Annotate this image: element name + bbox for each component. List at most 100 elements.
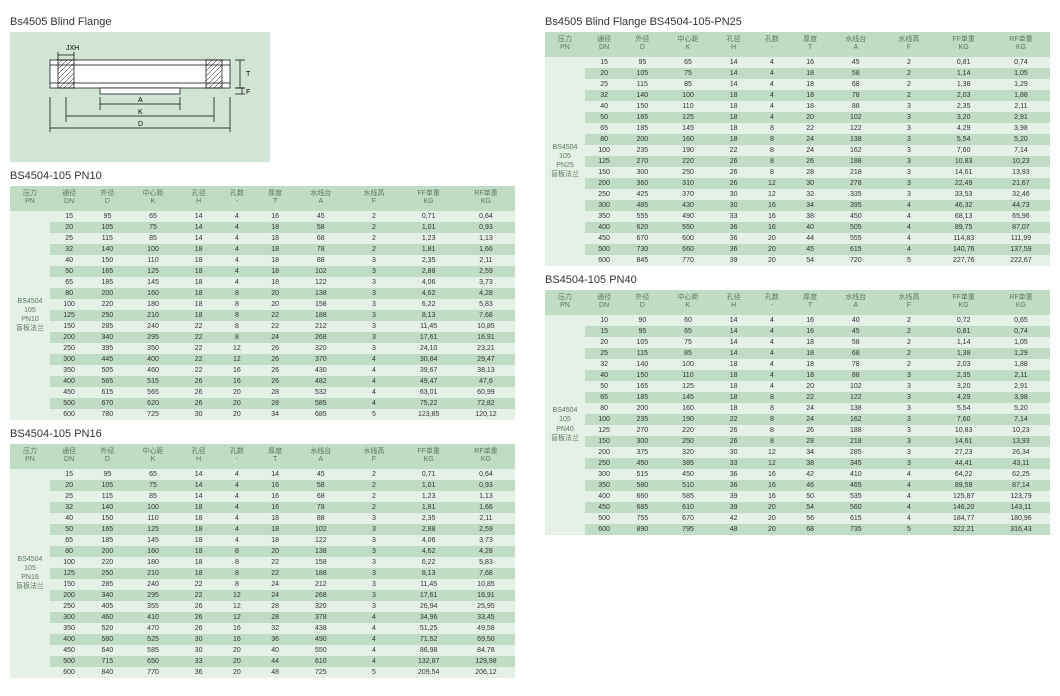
col-header: 中心距K bbox=[126, 186, 179, 211]
cell: 46,32 bbox=[935, 200, 991, 211]
col-header: FF单重KG bbox=[400, 444, 456, 469]
cell: 385 bbox=[661, 458, 714, 469]
table-row: 5007306603620456154140,76137,59 bbox=[545, 244, 1050, 255]
pn-label: BS4504105PN10盲板法兰 bbox=[10, 211, 50, 420]
cell: 23,21 bbox=[457, 343, 515, 354]
cell: 12 bbox=[753, 447, 791, 458]
table-row: 250395350221226320324,1023,21 bbox=[10, 343, 515, 354]
col-header: 通径DN bbox=[585, 32, 623, 57]
cell: 3 bbox=[882, 156, 935, 167]
cell: 14 bbox=[180, 480, 218, 491]
cell: 5,20 bbox=[992, 403, 1050, 414]
cell: 123,85 bbox=[400, 409, 456, 420]
table-row: 300445400221226370430,8429,47 bbox=[10, 354, 515, 365]
cell: 1,23 bbox=[400, 491, 456, 502]
cell: 145 bbox=[126, 535, 179, 546]
cell: 345 bbox=[829, 458, 882, 469]
cell: 405 bbox=[88, 601, 126, 612]
cell: 7,14 bbox=[992, 414, 1050, 425]
cell: 320 bbox=[661, 447, 714, 458]
table-row: 651851451841812234,063,73 bbox=[10, 277, 515, 288]
cell: 4 bbox=[753, 57, 791, 68]
cell: 600 bbox=[50, 409, 88, 420]
cell: 350 bbox=[50, 365, 88, 376]
cell: 28 bbox=[256, 612, 294, 623]
cell: 730 bbox=[623, 244, 661, 255]
cell: 18 bbox=[715, 381, 753, 392]
cell: 2,11 bbox=[992, 101, 1050, 112]
cell: 25 bbox=[50, 491, 88, 502]
cell: 44 bbox=[256, 656, 294, 667]
cell: 610 bbox=[294, 656, 347, 667]
col-header: 水线台A bbox=[829, 290, 882, 315]
cell: 45 bbox=[829, 326, 882, 337]
col-header: RF单重KG bbox=[457, 186, 515, 211]
cell: 370 bbox=[294, 354, 347, 365]
cell: 150 bbox=[623, 101, 661, 112]
col-header: RF单重KG bbox=[992, 32, 1050, 57]
table-row: 200375320301234285327,2326,34 bbox=[545, 447, 1050, 458]
cell: 209,54 bbox=[400, 667, 456, 678]
cell: 200 bbox=[50, 590, 88, 601]
cell: 300 bbox=[623, 167, 661, 178]
cell: 4 bbox=[753, 370, 791, 381]
cell: 270 bbox=[623, 425, 661, 436]
cell: 16 bbox=[753, 200, 791, 211]
col-header: FF单重KG bbox=[935, 290, 991, 315]
cell: 78 bbox=[829, 90, 882, 101]
cell: 3 bbox=[882, 458, 935, 469]
cell: 18 bbox=[180, 524, 218, 535]
cell: 400 bbox=[126, 354, 179, 365]
cell: 200 bbox=[623, 134, 661, 145]
cell: 36 bbox=[715, 480, 753, 491]
cell: 26 bbox=[256, 343, 294, 354]
col-header: 水线高F bbox=[882, 290, 935, 315]
cell: 340 bbox=[88, 332, 126, 343]
cell: 0,65 bbox=[992, 315, 1050, 326]
flange-table: 压力PN通径DN外径D中心距K孔径H孔数-厚度T水线台A水线高FFF单重KGRF… bbox=[545, 32, 1050, 266]
cell: 370 bbox=[661, 189, 714, 200]
cell: 22 bbox=[180, 321, 218, 332]
cell: 2 bbox=[882, 326, 935, 337]
table-row: 501651251841810232,882,59 bbox=[10, 524, 515, 535]
cell: 10,85 bbox=[457, 579, 515, 590]
cell: 26 bbox=[256, 365, 294, 376]
cell: 268 bbox=[294, 332, 347, 343]
col-header: 中心距K bbox=[661, 290, 714, 315]
cell: 7,68 bbox=[457, 568, 515, 579]
cell: 8 bbox=[753, 134, 791, 145]
cell: 17,61 bbox=[400, 590, 456, 601]
cell: 218 bbox=[829, 167, 882, 178]
cell: 410 bbox=[829, 469, 882, 480]
cell: 482 bbox=[294, 376, 347, 387]
cell: 80 bbox=[585, 403, 623, 414]
cell: 1,23 bbox=[400, 233, 456, 244]
cell: 14 bbox=[180, 211, 218, 222]
cell: 2,88 bbox=[400, 266, 456, 277]
cell: 3,20 bbox=[935, 381, 991, 392]
cell: 316,43 bbox=[992, 524, 1050, 535]
cell: 670 bbox=[623, 233, 661, 244]
table-row: 4506706003620445554114,83111,99 bbox=[545, 233, 1050, 244]
col-header: FF单重KG bbox=[400, 186, 456, 211]
cell: 3 bbox=[347, 288, 400, 299]
cell: 26,94 bbox=[400, 601, 456, 612]
cell: 27,23 bbox=[935, 447, 991, 458]
cell: 180,96 bbox=[992, 513, 1050, 524]
cell: 14 bbox=[715, 315, 753, 326]
col-header: 外径D bbox=[623, 290, 661, 315]
cell: 2 bbox=[882, 68, 935, 79]
cell: 16 bbox=[753, 211, 791, 222]
cell: 2,91 bbox=[992, 381, 1050, 392]
cell: 200 bbox=[585, 447, 623, 458]
cell: 4 bbox=[882, 513, 935, 524]
cell: 3 bbox=[882, 167, 935, 178]
cell: 3 bbox=[347, 321, 400, 332]
cell: 125 bbox=[50, 568, 88, 579]
cell: 138 bbox=[294, 546, 347, 557]
cell: 600 bbox=[585, 524, 623, 535]
cell: 158 bbox=[294, 299, 347, 310]
cell: 375 bbox=[623, 447, 661, 458]
cell: 38 bbox=[791, 211, 829, 222]
cell: 190 bbox=[661, 414, 714, 425]
